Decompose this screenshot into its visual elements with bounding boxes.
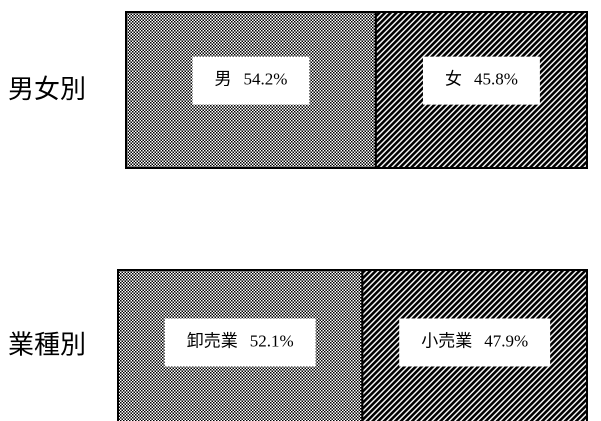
category-label: 卸売業: [187, 331, 238, 350]
value-label: 47.9%: [484, 331, 528, 350]
label-box: [422, 56, 540, 105]
row-title: 男女別: [8, 75, 86, 104]
category-label: 女: [445, 70, 462, 89]
data-label: 女 45.8%: [422, 56, 540, 105]
label-box: [192, 56, 310, 105]
label-text: 小売業 47.9%: [421, 331, 528, 350]
category-label: 小売業: [421, 331, 472, 350]
row-title: 業種別: [8, 330, 86, 359]
label-text: 卸売業 52.1%: [187, 331, 294, 350]
value-label: 54.2%: [243, 70, 287, 89]
value-label: 52.1%: [250, 331, 294, 350]
category-label: 男: [214, 70, 231, 89]
data-label: 男 54.2%: [192, 56, 310, 105]
data-label: 小売業 47.9%: [399, 318, 551, 367]
label-text: 女 45.8%: [445, 70, 518, 89]
value-label: 45.8%: [474, 70, 518, 89]
data-label: 卸売業 52.1%: [164, 318, 316, 367]
label-text: 男 54.2%: [214, 70, 287, 89]
label-box: [399, 318, 551, 367]
label-box: [164, 318, 316, 367]
